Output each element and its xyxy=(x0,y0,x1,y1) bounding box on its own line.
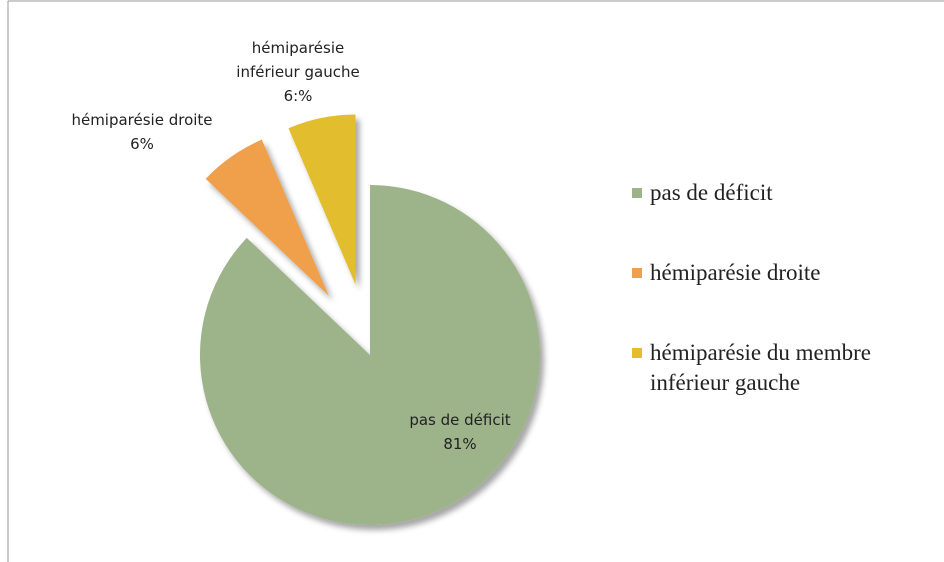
legend-swatch xyxy=(632,348,642,358)
data-label-name: hémiparésie droite xyxy=(71,111,213,129)
legend-entry: hémiparésie droite xyxy=(650,260,821,285)
data-label: hémiparésie inférieur gauche 6:% xyxy=(228,36,368,108)
legend-entry: pas de déficit xyxy=(650,180,773,205)
pie-slice xyxy=(200,185,541,525)
data-label-value: 81% xyxy=(443,435,477,453)
data-label: hémiparésie droite 6% xyxy=(52,108,232,156)
data-label: pas de déficit 81% xyxy=(395,408,525,456)
legend-swatch xyxy=(632,188,642,198)
legend-swatch xyxy=(632,268,642,278)
pie-slice xyxy=(205,139,329,296)
pie-slice xyxy=(288,114,356,285)
data-label-name: hémiparésie inférieur gauche xyxy=(236,39,360,81)
data-label-name: pas de déficit xyxy=(409,411,511,429)
data-label-value: 6:% xyxy=(283,87,313,105)
data-label-value: 6% xyxy=(130,135,154,153)
legend-entry: hémiparésie du membre inférieur gauche xyxy=(650,340,871,395)
